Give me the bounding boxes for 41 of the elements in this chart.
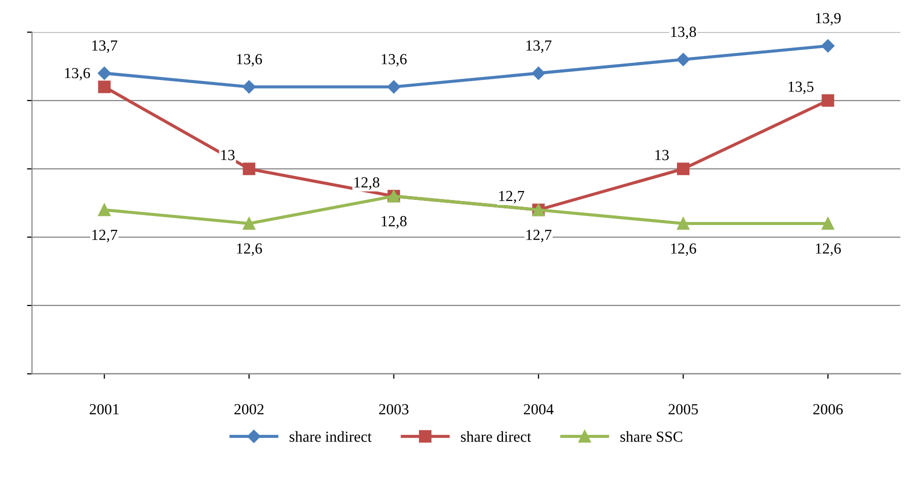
point: [98, 80, 111, 94]
data-label: 12,8: [354, 177, 380, 190]
point: [821, 39, 835, 52]
data-label: 13,7: [526, 40, 552, 53]
data-label: 12,6: [237, 243, 262, 256]
point: [242, 217, 256, 230]
data-label: 12,7: [92, 230, 118, 242]
data-label: 13: [221, 150, 235, 160]
point: [98, 66, 111, 80]
data-label: 13,6: [237, 54, 262, 67]
data-label: 12,6: [816, 243, 841, 256]
point: [242, 162, 256, 176]
legend-label: share SSC: [620, 431, 682, 442]
point: [822, 94, 834, 107]
x-tick-label: 2005: [668, 404, 698, 414]
data-label: 12,7: [499, 190, 524, 204]
x-tick-label: 2001: [90, 404, 119, 414]
data-label: 13,6: [65, 68, 90, 80]
data-label: 13,7: [92, 40, 118, 53]
point: [676, 162, 690, 176]
point: [822, 217, 834, 230]
data-label: 13,8: [671, 26, 696, 40]
point: [387, 80, 400, 94]
data-label: 13,9: [816, 13, 841, 26]
data-label: 12,6: [671, 243, 696, 256]
data-label: 12,8: [382, 216, 407, 229]
data-label: 12,7: [526, 230, 552, 242]
x-tick-label: 2003: [379, 404, 408, 414]
legend-label: share indirect: [290, 431, 372, 442]
legend-label: share direct: [460, 431, 532, 442]
x-tick-label: 2004: [524, 404, 554, 414]
point: [676, 217, 690, 230]
data-label: 13,5: [788, 82, 814, 94]
x-tick-label: 2002: [234, 404, 264, 414]
data-label: 13: [655, 150, 669, 160]
point: [676, 52, 690, 66]
x-tick-label: 2006: [813, 404, 843, 414]
point: [532, 66, 546, 80]
data-label: 13,6: [382, 54, 407, 67]
point: [98, 204, 111, 216]
point: [242, 80, 256, 94]
